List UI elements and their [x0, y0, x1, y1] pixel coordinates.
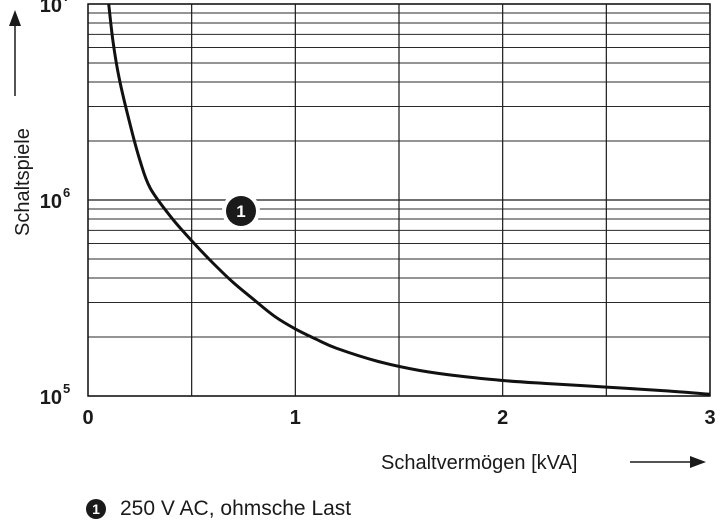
- series-marker-label: 1: [236, 202, 245, 221]
- legend-label: 250 V AC, ohmsche Last: [120, 497, 352, 520]
- x-tick-label: 3: [704, 407, 715, 429]
- x-tick-label: 1: [290, 407, 301, 429]
- y-tick-label: 10: [40, 387, 62, 409]
- y-axis-arrow-head: [9, 10, 21, 26]
- series-line: [107, 3, 711, 396]
- legend: 1 250 V AC, ohmsche Last: [86, 497, 351, 521]
- y-tick-exponent: 5: [63, 381, 70, 396]
- x-tick-label: 0: [82, 407, 93, 429]
- y-tick-label: 10: [40, 191, 62, 213]
- y-tick-label: 10: [40, 0, 62, 17]
- y-tick-exponent: 7: [63, 0, 70, 4]
- legend-marker-badge: 1: [86, 499, 106, 519]
- series-marker-badge: [226, 196, 256, 226]
- plot-frame: [87, 3, 711, 397]
- x-axis-title: Schaltvermögen [kVA]: [381, 452, 577, 474]
- y-tick-exponent: 6: [63, 185, 70, 200]
- y-axis-title: Schaltspiele: [12, 128, 34, 236]
- x-axis-arrow-head: [690, 456, 706, 468]
- x-tick-label: 2: [497, 407, 508, 429]
